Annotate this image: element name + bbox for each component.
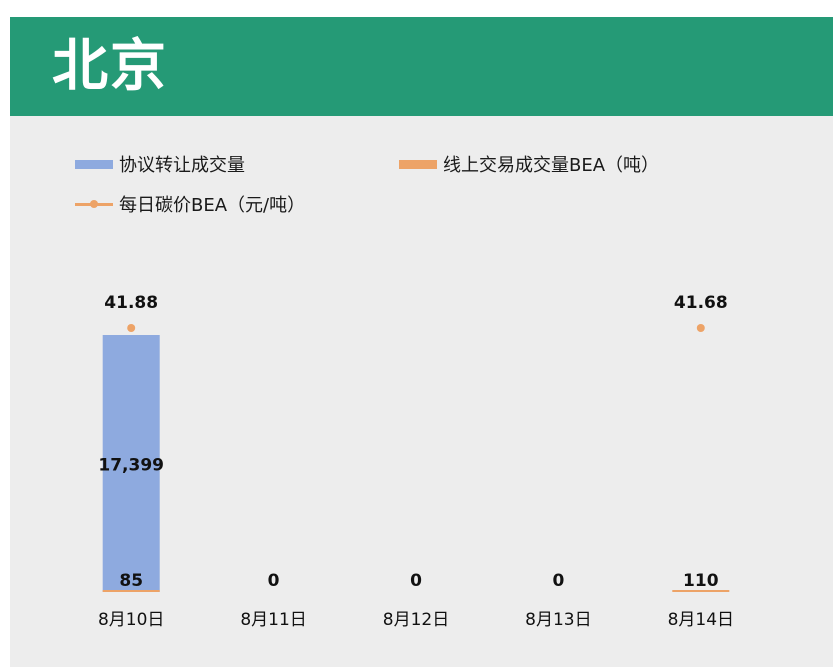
price-point bbox=[127, 324, 136, 332]
price-point bbox=[696, 324, 705, 332]
x-tick-label: 8月12日 bbox=[383, 610, 449, 630]
header-bar: 北京 bbox=[10, 17, 833, 116]
data-label-agreement-transfer: 17,399 bbox=[98, 456, 164, 476]
data-label-online-volume: 0 bbox=[552, 571, 564, 591]
legend-label: 协议转让成交量 bbox=[119, 155, 245, 176]
data-label-online-volume: 110 bbox=[683, 571, 719, 591]
legend-item-online-volume: 线上交易成交量BEA（吨） bbox=[399, 151, 659, 177]
legend-swatch-orange bbox=[399, 159, 437, 169]
legend-swatch-blue bbox=[75, 159, 113, 169]
x-tick-label: 8月11日 bbox=[240, 610, 306, 630]
bar-online-volume bbox=[672, 590, 730, 592]
data-label-online-volume: 0 bbox=[268, 571, 280, 591]
legend-item-agreement-transfer: 协议转让成交量 bbox=[75, 151, 245, 177]
page-title: 北京 bbox=[52, 34, 168, 99]
data-label-price: 41.68 bbox=[674, 293, 728, 313]
x-tick-label: 8月10日 bbox=[98, 610, 164, 630]
x-tick-label: 8月14日 bbox=[668, 610, 734, 630]
data-label-online-volume: 0 bbox=[410, 571, 422, 591]
bar-online-volume bbox=[102, 590, 160, 592]
legend-swatch-line-marker bbox=[75, 198, 113, 210]
legend-label: 线上交易成交量BEA（吨） bbox=[443, 155, 660, 176]
x-tick-label: 8月13日 bbox=[525, 610, 591, 630]
legend-item-daily-price: 每日碳价BEA（元/吨） bbox=[75, 191, 305, 217]
bar-agreement-transfer bbox=[102, 335, 160, 592]
data-label-online-volume: 85 bbox=[119, 571, 143, 591]
data-label-price: 41.88 bbox=[104, 293, 158, 313]
legend-label: 每日碳价BEA（元/吨） bbox=[119, 195, 306, 216]
